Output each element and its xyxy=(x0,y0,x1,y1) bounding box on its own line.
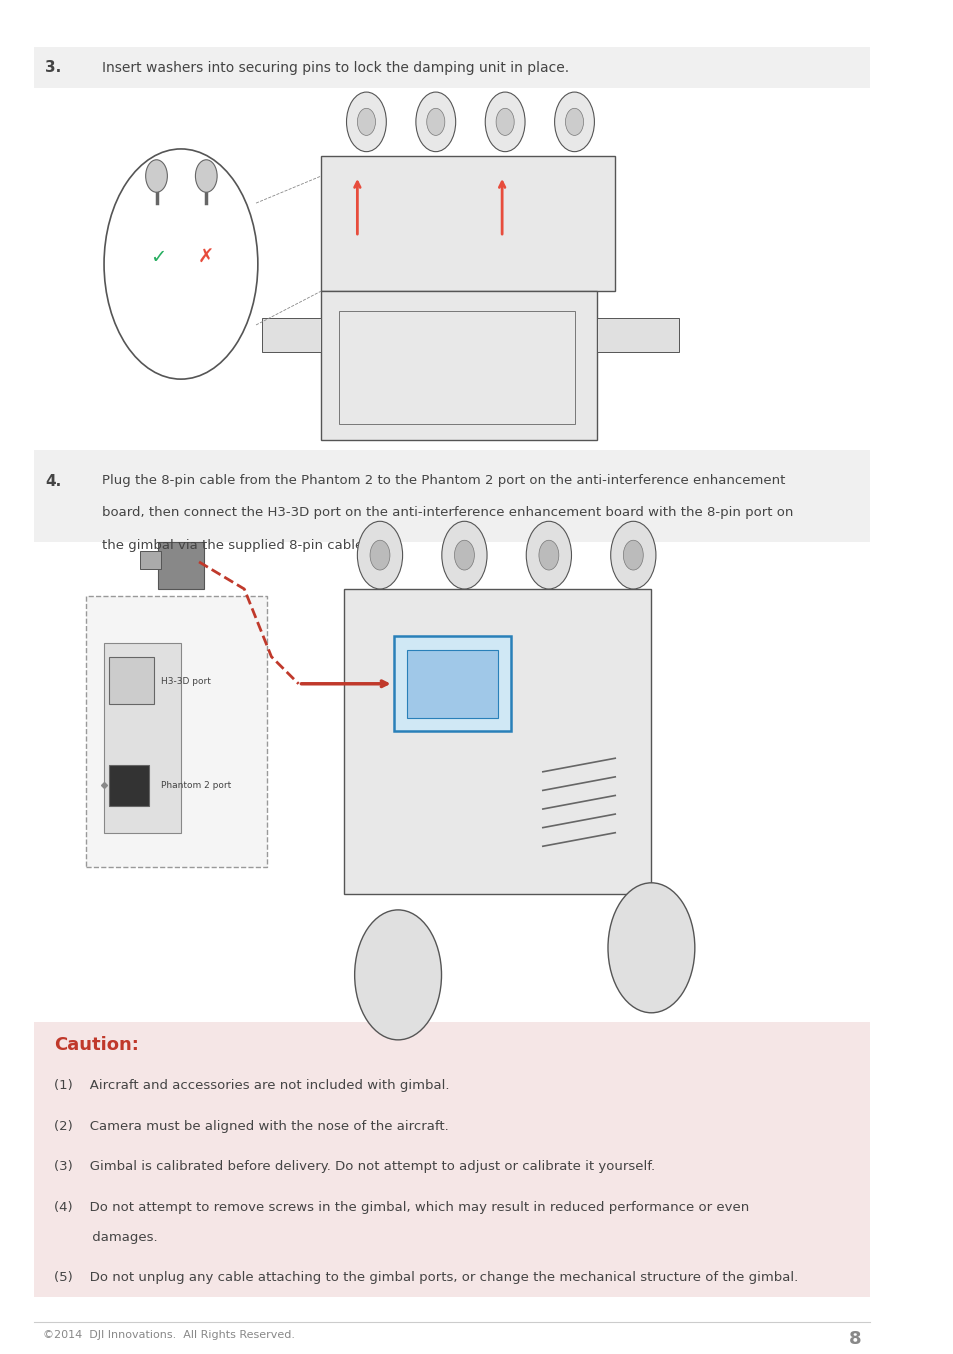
Circle shape xyxy=(370,540,390,570)
Circle shape xyxy=(610,521,656,589)
Circle shape xyxy=(426,108,444,135)
Text: H3-3D port: H3-3D port xyxy=(161,677,211,685)
Circle shape xyxy=(355,910,441,1040)
Circle shape xyxy=(607,883,694,1013)
FancyBboxPatch shape xyxy=(34,47,869,88)
Text: ✓: ✓ xyxy=(150,248,167,267)
Text: ✗: ✗ xyxy=(198,248,214,267)
FancyBboxPatch shape xyxy=(34,450,869,542)
Circle shape xyxy=(622,540,642,570)
Text: ©2014  DJI Innovations.  All Rights Reserved.: ©2014 DJI Innovations. All Rights Reserv… xyxy=(44,1330,295,1339)
FancyBboxPatch shape xyxy=(321,291,597,440)
FancyBboxPatch shape xyxy=(109,765,149,806)
FancyBboxPatch shape xyxy=(86,596,267,867)
Text: (4)    Do not attempt to remove screws in the gimbal, which may result in reduce: (4) Do not attempt to remove screws in t… xyxy=(54,1201,749,1215)
Circle shape xyxy=(146,160,167,192)
Text: 3.: 3. xyxy=(45,60,61,76)
FancyBboxPatch shape xyxy=(158,542,203,589)
Circle shape xyxy=(485,92,524,152)
FancyBboxPatch shape xyxy=(262,318,321,352)
Circle shape xyxy=(496,108,514,135)
Text: 4.: 4. xyxy=(45,474,61,489)
Circle shape xyxy=(538,540,558,570)
Text: Phantom 2 port: Phantom 2 port xyxy=(161,781,231,789)
Circle shape xyxy=(416,92,456,152)
Text: (5)    Do not unplug any cable attaching to the gimbal ports, or change the mech: (5) Do not unplug any cable attaching to… xyxy=(54,1271,798,1285)
FancyBboxPatch shape xyxy=(597,318,678,352)
Circle shape xyxy=(441,521,487,589)
FancyBboxPatch shape xyxy=(140,551,161,569)
Text: (3)    Gimbal is calibrated before delivery. Do not attempt to adjust or calibra: (3) Gimbal is calibrated before delivery… xyxy=(54,1160,655,1174)
FancyBboxPatch shape xyxy=(394,636,511,731)
Circle shape xyxy=(104,149,257,379)
Circle shape xyxy=(346,92,386,152)
FancyBboxPatch shape xyxy=(407,650,497,718)
Circle shape xyxy=(565,108,583,135)
Text: Plug the 8-pin cable from the Phantom 2 to the Phantom 2 port on the anti-interf: Plug the 8-pin cable from the Phantom 2 … xyxy=(102,474,784,487)
Text: board, then connect the H3-3D port on the anti-interference enhancement board wi: board, then connect the H3-3D port on th… xyxy=(102,506,793,520)
FancyBboxPatch shape xyxy=(104,643,181,833)
FancyBboxPatch shape xyxy=(34,1022,869,1297)
Text: Insert washers into securing pins to lock the damping unit in place.: Insert washers into securing pins to loc… xyxy=(102,61,569,74)
Text: (2)    Camera must be aligned with the nose of the aircraft.: (2) Camera must be aligned with the nose… xyxy=(54,1120,449,1133)
Circle shape xyxy=(554,92,594,152)
Circle shape xyxy=(357,521,402,589)
Text: (1)    Aircraft and accessories are not included with gimbal.: (1) Aircraft and accessories are not inc… xyxy=(54,1079,449,1093)
Text: damages.: damages. xyxy=(54,1231,158,1244)
FancyBboxPatch shape xyxy=(343,589,651,894)
Text: Caution:: Caution: xyxy=(54,1036,139,1053)
FancyBboxPatch shape xyxy=(321,156,615,291)
Circle shape xyxy=(195,160,217,192)
Circle shape xyxy=(526,521,571,589)
Circle shape xyxy=(357,108,375,135)
FancyBboxPatch shape xyxy=(109,657,153,704)
Text: 8: 8 xyxy=(848,1330,861,1347)
Circle shape xyxy=(454,540,474,570)
Text: the gimbal via the supplied 8-pin cable.: the gimbal via the supplied 8-pin cable. xyxy=(102,539,367,552)
